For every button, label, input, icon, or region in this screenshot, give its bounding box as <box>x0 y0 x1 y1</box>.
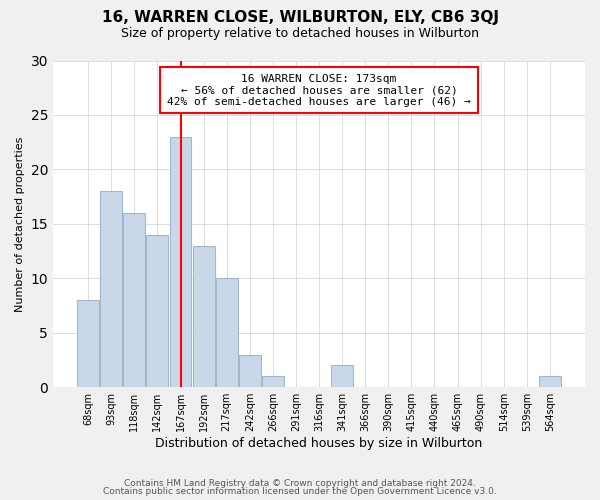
Text: 16 WARREN CLOSE: 173sqm
← 56% of detached houses are smaller (62)
42% of semi-de: 16 WARREN CLOSE: 173sqm ← 56% of detache… <box>167 74 471 107</box>
Bar <box>539 376 561 387</box>
Text: Contains HM Land Registry data © Crown copyright and database right 2024.: Contains HM Land Registry data © Crown c… <box>124 478 476 488</box>
Bar <box>124 213 145 387</box>
Text: 16, WARREN CLOSE, WILBURTON, ELY, CB6 3QJ: 16, WARREN CLOSE, WILBURTON, ELY, CB6 3Q… <box>101 10 499 25</box>
Y-axis label: Number of detached properties: Number of detached properties <box>15 136 25 312</box>
Bar <box>193 246 215 387</box>
Bar <box>239 354 261 387</box>
Bar <box>77 300 99 387</box>
Text: Size of property relative to detached houses in Wilburton: Size of property relative to detached ho… <box>121 28 479 40</box>
Bar <box>262 376 284 387</box>
Bar <box>216 278 238 387</box>
X-axis label: Distribution of detached houses by size in Wilburton: Distribution of detached houses by size … <box>155 437 482 450</box>
Bar <box>170 136 191 387</box>
Bar <box>100 191 122 387</box>
Bar <box>146 234 169 387</box>
Bar <box>331 366 353 387</box>
Text: Contains public sector information licensed under the Open Government Licence v3: Contains public sector information licen… <box>103 487 497 496</box>
